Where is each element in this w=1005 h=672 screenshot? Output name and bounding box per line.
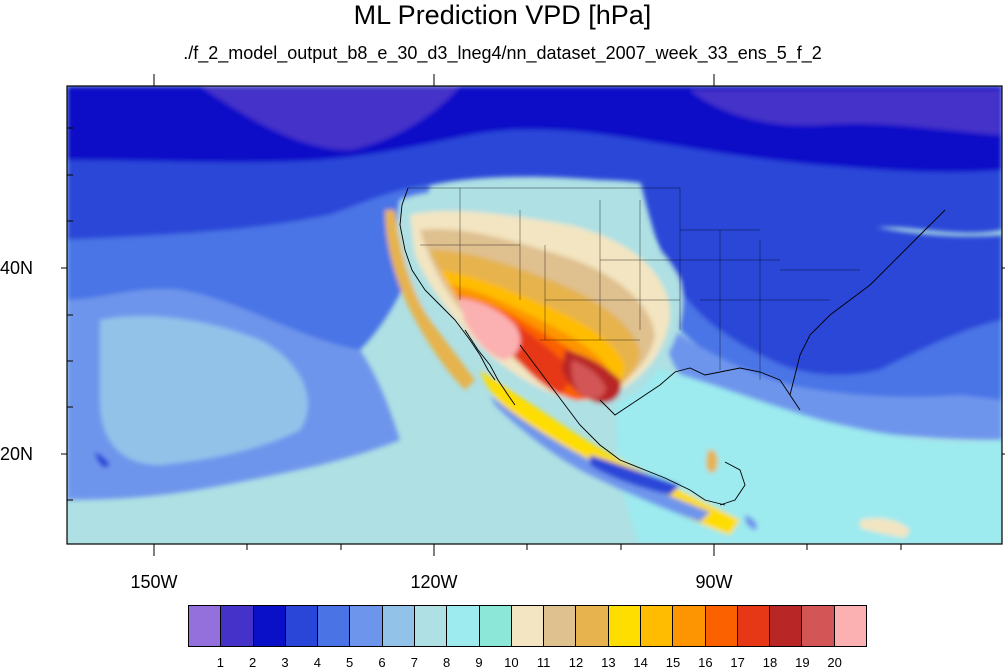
lat-label-20n: 20N	[0, 444, 34, 464]
colorbar-tick-label: 15	[665, 655, 681, 670]
vpd-map	[61, 74, 1005, 556]
vpd-field	[67, 86, 1002, 544]
colorbar-tick-label: 7	[410, 655, 418, 670]
map-title: ML Prediction VPD [hPa]	[353, 0, 652, 30]
lon-label-150w: 150W	[130, 572, 178, 592]
colorbar-swatch	[640, 606, 674, 646]
colorbar-swatch	[544, 606, 577, 646]
colorbar-tick-label: 5	[346, 655, 354, 670]
colorbar	[188, 605, 867, 647]
colorbar-tick-label: 17	[730, 655, 745, 670]
colorbar-swatch	[447, 606, 480, 646]
colorbar-swatch	[673, 606, 706, 646]
colorbar-tick-label: 10	[504, 655, 519, 670]
colorbar-tick-label: 9	[475, 655, 483, 670]
colorbar-tick-label: 19	[795, 655, 810, 670]
colorbar-swatch	[318, 606, 351, 646]
colorbar-swatch	[253, 606, 286, 646]
colorbar-swatch	[382, 606, 415, 646]
lon-label-90w: 90W	[695, 572, 733, 592]
colorbar-tick-label: 8	[443, 655, 451, 670]
colorbar-swatch	[221, 606, 254, 646]
colorbar-swatch	[608, 606, 641, 646]
colorbar-tick-label: 14	[633, 655, 648, 670]
colorbar-swatch	[285, 606, 319, 646]
coastlines	[399, 187, 946, 506]
colorbar-tick-label: 20	[827, 655, 842, 670]
colorbar-swatch	[802, 606, 835, 646]
colorbar-swatch	[705, 606, 738, 646]
map-subtitle: ./f_2_model_output_b8_e_30_d3_lneg4/nn_d…	[183, 43, 822, 63]
lat-label-40n: 40N	[0, 258, 34, 278]
colorbar-tick-label: 6	[378, 655, 386, 670]
colorbar-tick-label: 16	[698, 655, 713, 670]
colorbar-swatch	[576, 606, 609, 646]
colorbar-tick-label: 13	[601, 655, 616, 670]
colorbar-tick-label: 11	[536, 655, 551, 670]
colorbar-tick-label: 3	[281, 655, 289, 670]
colorbar-tick-label: 2	[249, 655, 257, 670]
colorbar-tick-label: 12	[568, 655, 584, 670]
colorbar-tick-label: 1	[216, 655, 224, 670]
colorbar-swatch	[350, 606, 383, 646]
colorbar-tick-label: 18	[762, 655, 778, 670]
colorbar-swatch	[737, 606, 771, 646]
colorbar-swatch	[414, 606, 448, 646]
colorbar-swatch	[479, 606, 512, 646]
state-boundaries	[408, 187, 860, 380]
colorbar-tick-label: 4	[313, 655, 321, 670]
colorbar-labels: 1 2 3 4 5 6 7 8 9 10 11 12 13 14 15 16 17 18 19 20	[188, 656, 867, 672]
lon-label-120w: 120W	[410, 572, 458, 592]
axis-ticks	[61, 74, 1005, 556]
colorbar-swatch	[770, 606, 803, 646]
colorbar-swatch	[189, 606, 222, 646]
colorbar-swatch	[834, 606, 866, 646]
colorbar-swatch	[511, 606, 545, 646]
